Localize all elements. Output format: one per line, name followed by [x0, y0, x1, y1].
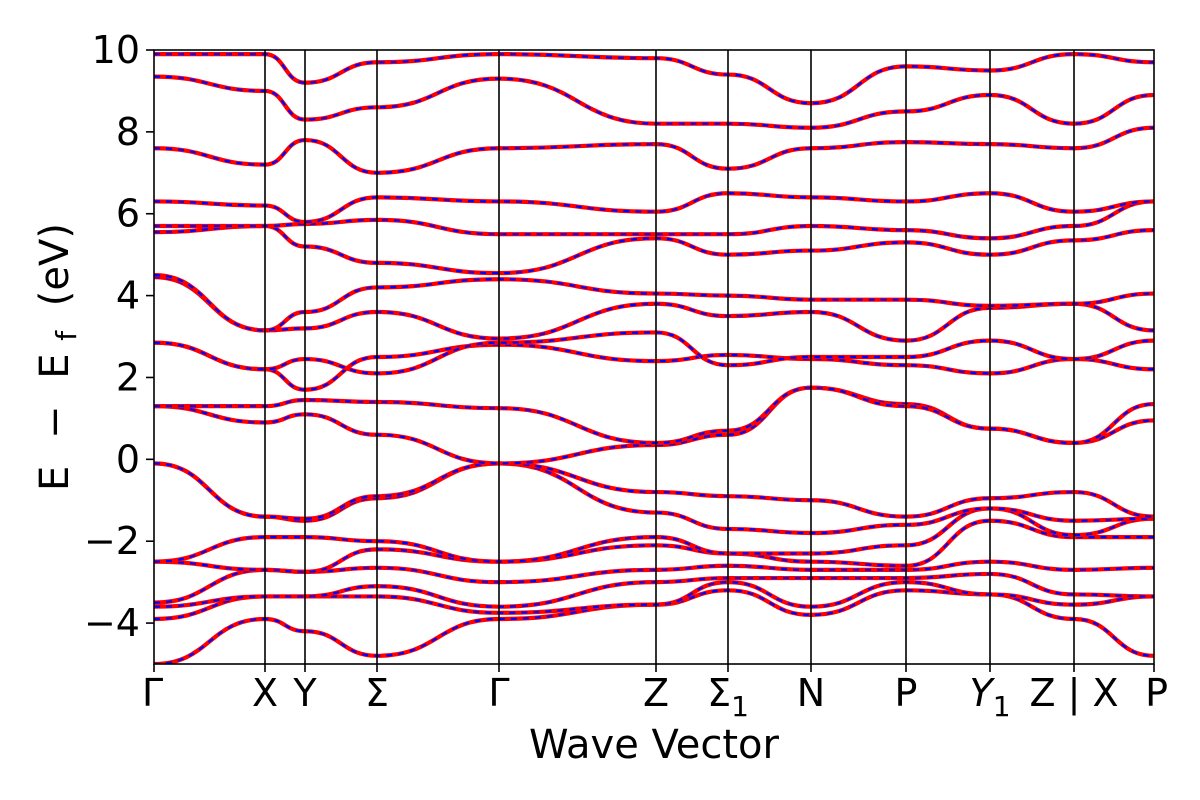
band-line-dashed-19 [154, 52, 1154, 105]
x-tick-label-6: Σ1 [707, 671, 749, 723]
y-tick-label-0: −4 [84, 601, 140, 645]
y-tick-label-6: 8 [116, 110, 140, 154]
x-tick-label-11: P [1145, 671, 1168, 715]
y-axis: −4 −2 0 2 4 6 8 10 [84, 28, 154, 645]
band-line-dashed-2 [154, 572, 1154, 608]
x-tick-label-7: N [797, 671, 825, 715]
y-tick-label-1: −2 [84, 519, 140, 563]
y-tick-label-7: 10 [92, 28, 140, 72]
x-tick-label-8: P [895, 671, 918, 715]
y-tick-label-5: 6 [116, 192, 140, 236]
x-axis-title: Wave Vector [529, 722, 780, 768]
y-title-e: E [32, 466, 78, 491]
x-tick-label-2: Y [292, 671, 317, 715]
y-tick-label-4: 4 [116, 274, 140, 318]
band-line-dashed-17 [154, 126, 1154, 174]
x-tick-label-0: Γ [142, 671, 163, 715]
band-line-dashed-3 [154, 560, 1154, 604]
high-symmetry-lines [264, 50, 1075, 664]
x-tick-label-10: Z | X [1029, 671, 1118, 716]
y-axis-title: E − E f (eV) [32, 223, 86, 491]
band-line-solid-7 [154, 461, 1154, 521]
y-tick-label-3: 2 [116, 355, 140, 399]
band-line-dashed-18 [154, 75, 1154, 129]
band-line-dashed-9 [154, 386, 1154, 445]
band-line-dashed-15 [154, 200, 1154, 240]
x-tick-label-3: Σ [365, 671, 389, 715]
x-tick-label-9: Y1 [969, 671, 1010, 723]
y-tick-label-2: 0 [116, 437, 140, 481]
y-title-sub-f: f [50, 330, 83, 341]
band-line-dashed-16 [154, 192, 1154, 224]
band-line-dashed-8 [154, 386, 1154, 465]
y-title-unit: (eV) [32, 223, 78, 306]
x-axis: Γ X Y Σ Γ Z Σ1 N P Y1 Z | X P [142, 664, 1168, 723]
y-title-minus: − [32, 405, 78, 439]
x-tick-label-1: X [252, 671, 278, 715]
y-title-e2: E [32, 353, 78, 378]
x-tick-label-4: Γ [488, 671, 509, 715]
plot-frame [153, 49, 1155, 665]
x-tick-label-5: Z [643, 671, 669, 715]
